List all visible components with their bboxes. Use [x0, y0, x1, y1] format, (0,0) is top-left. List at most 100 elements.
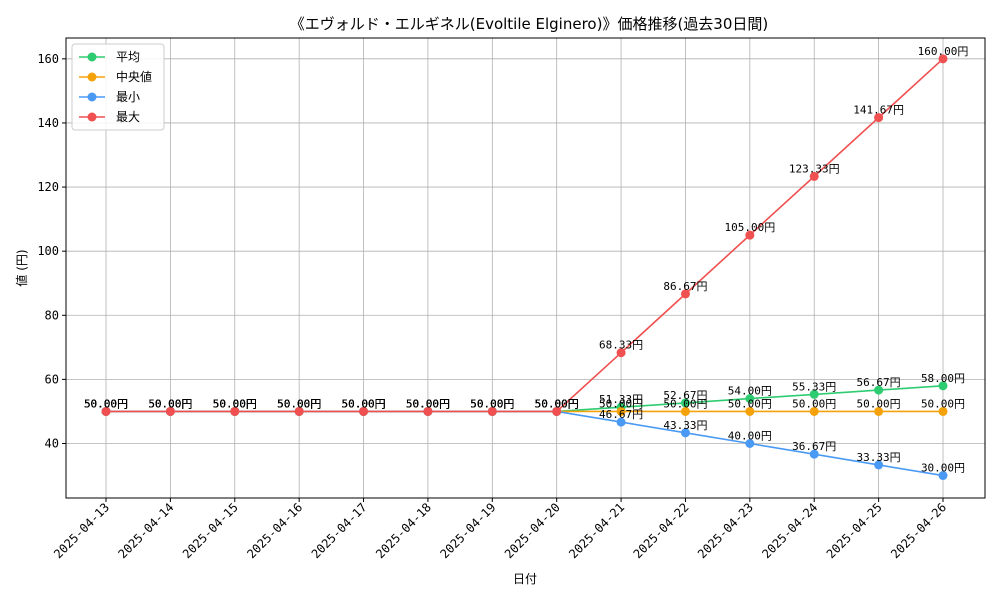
x-tick-label: 2025-04-15: [180, 500, 241, 561]
data-label: 50.00円: [277, 397, 321, 410]
data-point: [745, 439, 755, 449]
data-labels: 50.00円 50.00円 50.00円 50.00円 50.00円 50.00円 50.0…: [84, 45, 968, 475]
data-label: 50.00円: [535, 397, 579, 410]
plot-frame: [65, 37, 986, 499]
data-point: [101, 406, 111, 416]
data-point: [616, 348, 626, 358]
data-point: [680, 398, 690, 408]
x-tick-label: 2025-04-26: [888, 500, 949, 561]
data-label: 50.00円: [148, 397, 192, 410]
data-point: [616, 417, 626, 427]
data-label: 50.00円: [277, 397, 321, 410]
data-point: [745, 406, 755, 416]
y-tick-label: 60: [45, 372, 59, 386]
data-label: 123.33円: [789, 162, 840, 175]
x-tick-label: 2025-04-13: [51, 500, 112, 561]
data-label: 141.67円: [853, 104, 904, 117]
x-tick-label: 2025-04-24: [759, 500, 820, 561]
y-tick-label: 40: [45, 437, 59, 451]
x-tick-label: 2025-04-18: [373, 500, 434, 561]
data-label: 43.33円: [663, 419, 707, 432]
data-point: [938, 54, 948, 64]
data-label: 50.00円: [470, 397, 514, 410]
data-point: [938, 406, 948, 416]
data-label: 46.67円: [599, 408, 643, 421]
data-label: 50.00円: [535, 397, 579, 410]
legend-marker: [87, 112, 97, 122]
data-point: [680, 428, 690, 438]
data-label: 40.00円: [728, 430, 772, 443]
grid-lines: [66, 38, 985, 498]
y-tick-label: 160: [37, 52, 59, 66]
y-tick-label: 120: [37, 180, 59, 194]
data-label: 52.67円: [663, 389, 707, 402]
legend-marker: [87, 72, 97, 82]
x-axis-label: 日付: [513, 572, 537, 586]
y-axis-label: 値 (円): [14, 249, 29, 286]
data-point: [487, 406, 497, 416]
data-label: 55.33円: [792, 380, 836, 393]
x-tick-label: 2025-04-14: [116, 500, 177, 561]
data-label: 50.00円: [663, 397, 707, 410]
data-label: 50.00円: [84, 397, 128, 410]
data-point: [809, 406, 819, 416]
legend-label: 平均: [116, 50, 140, 64]
data-label: 50.00円: [341, 397, 385, 410]
series-layer: [101, 54, 948, 481]
data-label: 50.00円: [277, 397, 321, 410]
data-label: 50.00円: [84, 397, 128, 410]
data-label: 50.00円: [213, 397, 257, 410]
data-label: 50.00円: [341, 397, 385, 410]
data-label: 86.67円: [663, 280, 707, 293]
x-tick-label: 2025-04-20: [502, 500, 563, 561]
data-label: 50.00円: [470, 397, 514, 410]
data-point: [745, 394, 755, 404]
data-point: [874, 385, 884, 395]
data-point: [680, 406, 690, 416]
data-label: 50.00円: [857, 397, 901, 410]
x-tick-label: 2025-04-23: [695, 500, 756, 561]
data-point: [809, 449, 819, 459]
data-point: [745, 230, 755, 240]
x-tick-label: 2025-04-17: [309, 500, 370, 561]
legend-marker: [87, 52, 97, 62]
data-point: [874, 406, 884, 416]
data-label: 105.00円: [724, 221, 775, 234]
data-point: [294, 406, 304, 416]
data-label: 50.00円: [148, 397, 192, 410]
data-point: [680, 289, 690, 299]
data-label: 33.33円: [857, 451, 901, 464]
data-label: 160.00円: [918, 45, 969, 58]
legend-label: 最大: [116, 110, 140, 124]
data-label: 50.00円: [535, 397, 579, 410]
data-label: 50.00円: [84, 397, 128, 410]
data-label: 50.00円: [341, 397, 385, 410]
data-label: 50.00円: [148, 397, 192, 410]
data-label: 68.33円: [599, 339, 643, 352]
y-tick-label: 140: [37, 116, 59, 130]
x-tick-label: 2025-04-25: [824, 500, 885, 561]
legend-label: 中央値: [116, 69, 152, 84]
data-label: 50.00円: [213, 397, 257, 410]
data-label: 50.00円: [921, 397, 965, 410]
data-point: [552, 406, 562, 416]
data-point: [874, 460, 884, 470]
data-label: 36.67円: [792, 440, 836, 453]
data-point: [874, 113, 884, 123]
legend-marker: [87, 92, 97, 102]
data-label: 50.00円: [213, 397, 257, 410]
data-point: [809, 171, 819, 181]
x-tick-label: 2025-04-21: [566, 500, 627, 561]
data-label: 56.67円: [857, 376, 901, 389]
data-label: 50.00円: [792, 397, 836, 410]
data-label: 58.00円: [921, 372, 965, 385]
data-label: 50.00円: [277, 397, 321, 410]
data-point: [230, 406, 240, 416]
legend-box: [71, 43, 165, 131]
data-label: 51.33円: [599, 393, 643, 406]
data-point: [938, 471, 948, 481]
y-tick-label: 100: [37, 244, 59, 258]
